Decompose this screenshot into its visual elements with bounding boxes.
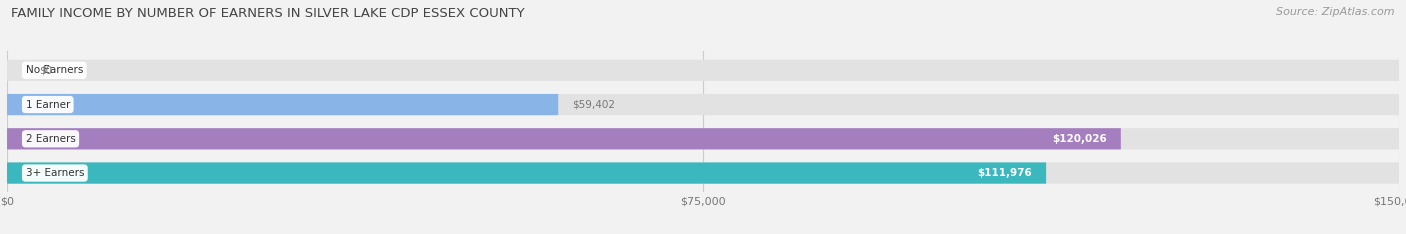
FancyBboxPatch shape [7, 128, 1121, 150]
Text: Source: ZipAtlas.com: Source: ZipAtlas.com [1277, 7, 1395, 17]
Text: 2 Earners: 2 Earners [25, 134, 76, 144]
FancyBboxPatch shape [7, 162, 1046, 184]
FancyBboxPatch shape [7, 162, 1399, 184]
FancyBboxPatch shape [7, 94, 1399, 115]
Text: $0: $0 [39, 65, 52, 75]
FancyBboxPatch shape [7, 128, 1399, 150]
Text: 3+ Earners: 3+ Earners [25, 168, 84, 178]
Text: $120,026: $120,026 [1052, 134, 1107, 144]
Text: $111,976: $111,976 [977, 168, 1032, 178]
Text: $59,402: $59,402 [572, 99, 616, 110]
Text: FAMILY INCOME BY NUMBER OF EARNERS IN SILVER LAKE CDP ESSEX COUNTY: FAMILY INCOME BY NUMBER OF EARNERS IN SI… [11, 7, 524, 20]
Text: No Earners: No Earners [25, 65, 83, 75]
FancyBboxPatch shape [7, 60, 1399, 81]
Text: 1 Earner: 1 Earner [25, 99, 70, 110]
FancyBboxPatch shape [7, 94, 558, 115]
